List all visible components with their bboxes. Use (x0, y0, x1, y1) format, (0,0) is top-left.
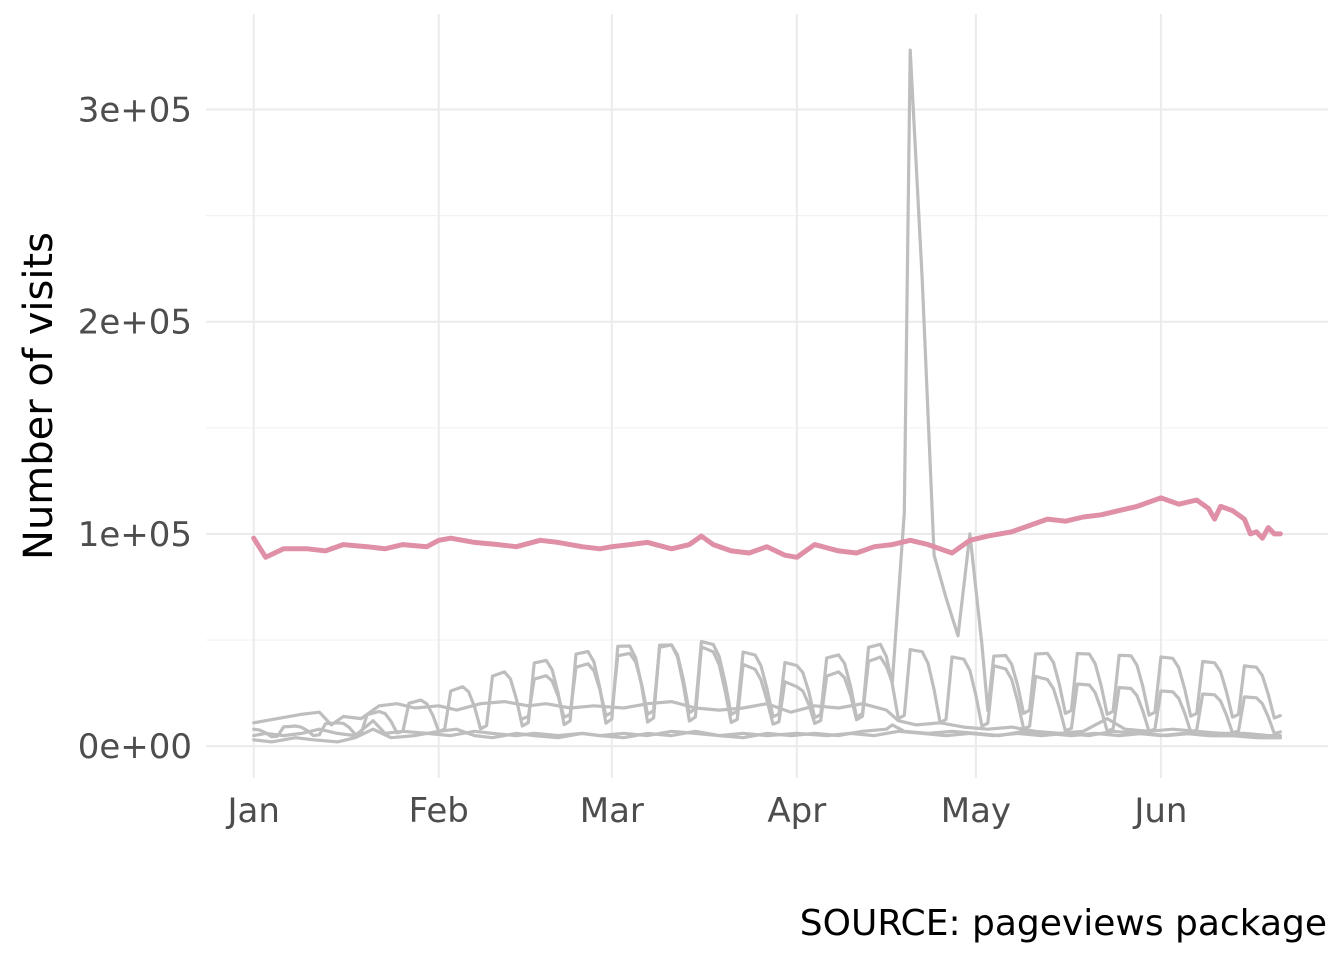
y-tick-label: 3e+05 (78, 91, 192, 131)
y-tick-label: 1e+05 (78, 515, 192, 555)
background-series-line (252, 723, 1282, 744)
x-tick-label: May (941, 791, 1011, 831)
x-tick-label: Mar (580, 791, 644, 831)
y-tick-label: 0e+00 (78, 727, 192, 767)
major-gridlines-y (206, 108, 1328, 748)
major-gridlines-x (252, 14, 1162, 778)
x-tick-label: Jun (1132, 791, 1187, 831)
minor-gridlines (206, 215, 1328, 641)
background-series-group (252, 48, 1282, 744)
y-axis-tick-labels: 0e+00 1e+05 2e+05 3e+05 (78, 91, 192, 768)
x-tick-label: Apr (767, 791, 826, 831)
chart-caption: SOURCE: pageviews package (800, 903, 1327, 944)
highlighted-series-line (251, 495, 1283, 560)
highlighted-series-group (251, 495, 1283, 560)
x-axis-tick-labels: Jan Feb Mar Apr May Jun (226, 791, 1188, 831)
x-tick-label: Jan (226, 791, 280, 831)
background-series-line (520, 640, 1282, 736)
x-tick-label: Feb (409, 791, 469, 831)
y-tick-label: 2e+05 (78, 303, 192, 343)
y-axis-title: Number of visits (16, 232, 62, 560)
background-series-line (252, 700, 1282, 738)
background-series-line (252, 48, 1282, 739)
